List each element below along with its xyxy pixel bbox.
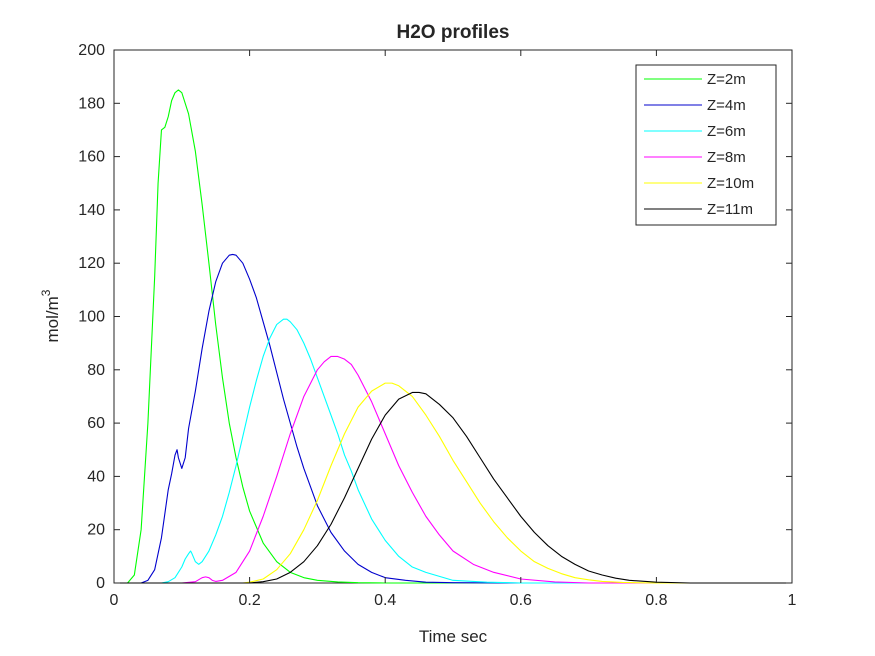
- y-tick-label: 100: [78, 309, 105, 326]
- x-tick-label: 0.8: [645, 592, 667, 609]
- series-line-z-4m: [114, 253, 792, 584]
- y-tick-label: 180: [78, 95, 105, 112]
- series-layer: [114, 89, 792, 584]
- legend-label: Z=11m: [707, 201, 753, 218]
- x-axis-label: Time sec: [419, 627, 488, 646]
- tick-layer: 0 0.2 0.4 0.6 0.8 1 0 20 40 60 80 100 120 140 160 180 20…: [78, 42, 796, 609]
- y-axis-label-superscript: 3: [39, 289, 53, 296]
- legend-label: Z=10m: [707, 175, 754, 192]
- y-tick-label: 0: [96, 575, 105, 592]
- y-tick-label: 160: [78, 149, 105, 166]
- y-axis-label-base: mol/m: [43, 296, 62, 342]
- y-axis-label: mol/m3: [39, 289, 62, 342]
- series-line-z-6m: [114, 318, 792, 584]
- y-tick-label: 120: [78, 255, 105, 272]
- legend-label: Z=8m: [707, 149, 746, 166]
- y-tick-label: 200: [78, 42, 105, 59]
- y-tick-label: 20: [87, 522, 105, 539]
- series-line-z-2m: [114, 89, 792, 584]
- y-tick-label: 140: [78, 202, 105, 219]
- x-tick-label: 0.2: [238, 592, 260, 609]
- legend-label: Z=4m: [707, 97, 746, 114]
- x-tick-label: 0: [110, 592, 119, 609]
- series-line-z-8m: [114, 355, 792, 584]
- legend-label: Z=6m: [707, 123, 746, 140]
- x-tick-label: 0.6: [510, 592, 532, 609]
- x-tick-label: 1: [788, 592, 797, 609]
- series-line-z-10m: [114, 382, 792, 584]
- y-tick-label: 60: [87, 415, 105, 432]
- y-tick-label: 40: [87, 468, 105, 485]
- x-tick-label: 0.4: [374, 592, 396, 609]
- legend-box: [635, 64, 777, 226]
- legend-label: Z=2m: [707, 71, 746, 88]
- chart-title: H2O profiles: [397, 22, 510, 43]
- y-tick-label: 80: [87, 362, 105, 379]
- series-line-z-11m: [114, 391, 792, 584]
- legend: Z=2m Z=4m Z=6m Z=8m Z=10m Z=11m: [635, 64, 777, 226]
